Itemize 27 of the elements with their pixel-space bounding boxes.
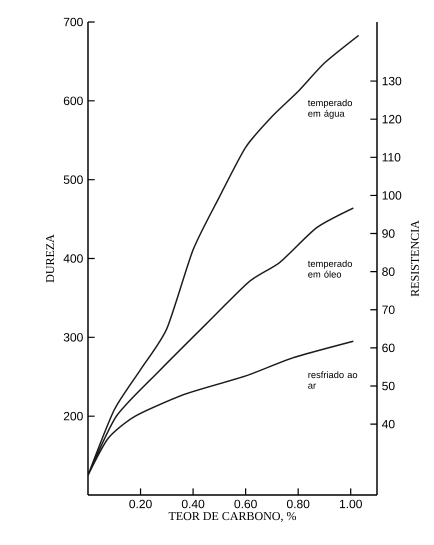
x-tick-label: 0.80: [286, 500, 310, 508]
y-tick-label: 400: [64, 254, 83, 263]
x-tick-label: 1.00: [340, 500, 362, 508]
y2-tick-label: 110: [382, 153, 400, 162]
y2-tick-label: 100: [382, 191, 402, 200]
x-tick-label: 0.20: [129, 500, 152, 508]
y2-tick-label: 40: [382, 420, 395, 428]
y2-tick-label: 90: [382, 229, 395, 238]
y-tick-label: 300: [64, 333, 83, 342]
x-tick-label: 0.60: [234, 500, 257, 508]
annotation: temperado em óleo: [308, 260, 352, 278]
x-tick-label: 0.40: [182, 500, 204, 508]
y-tick-label: 700: [64, 18, 83, 26]
y2-tick-label: 50: [382, 382, 395, 390]
y-tick-label: 600: [64, 96, 83, 106]
y2-tick-label: 120: [382, 114, 402, 124]
y-tick-label: 500: [64, 175, 83, 184]
y2-tick-label: 130: [382, 76, 402, 86]
y-axis-title: DUREZA: [46, 234, 54, 282]
annotation: temperado em água: [308, 99, 352, 119]
y2-axis-title: RESISTENCIA: [410, 220, 419, 296]
x-axis-title: TEOR DE CARBONO, %: [168, 512, 296, 522]
y-tick-label: 200: [64, 412, 83, 420]
annotation: resfriado ao ar: [308, 371, 358, 389]
y2-tick-label: 70: [382, 306, 395, 314]
y2-tick-label: 80: [382, 267, 395, 276]
y2-tick-label: 60: [382, 344, 395, 352]
